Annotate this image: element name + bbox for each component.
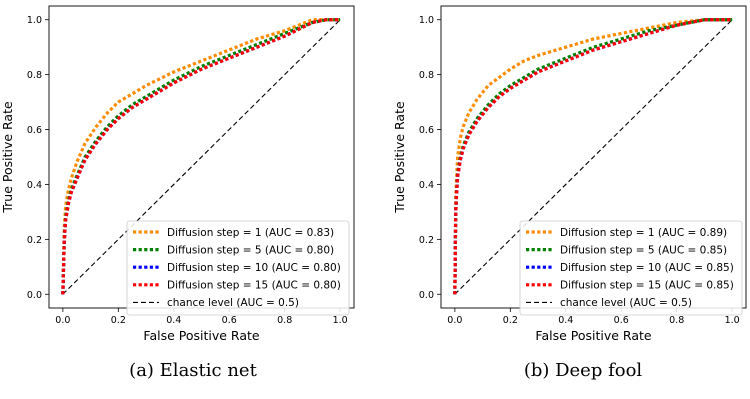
legend-entry: Diffusion step = 15 (AUC = 0.80) (167, 280, 341, 292)
y-tick-label: 0.2 (27, 235, 42, 246)
series-line-diffusion-step-1-auc-0-83 (61, 18, 341, 295)
legend-entry: Diffusion step = 5 (AUC = 0.85) (560, 244, 727, 256)
legend-entry: Diffusion step = 15 (AUC = 0.85) (560, 280, 734, 292)
y-axis-label: True Positive Rate (0, 101, 15, 214)
legend-entry: Diffusion step = 1 (AUC = 0.83) (167, 227, 334, 239)
x-tick-label: 0.4 (166, 315, 181, 326)
y-tick-label: 0.8 (27, 70, 42, 81)
panel-deep-fool: 0.0 0.2 0.4 0.6 0.8 1.0 0.0 0.2 0.4 0.6 0.8 1.0 Fals… (392, 5, 747, 381)
legend-entry: chance level (AUC = 0.5) (167, 297, 299, 309)
legend: Diffusion step = 1 (AUC = 0.83) Diffusion… (126, 220, 350, 316)
y-tick-label: 1.0 (419, 15, 434, 26)
x-tick-label: 0.6 (614, 315, 629, 326)
legend-entry: Diffusion step = 10 (AUC = 0.80) (167, 262, 341, 274)
legend-frame (126, 220, 350, 316)
y-tick-label: 0.6 (419, 125, 434, 136)
legend: Diffusion step = 1 (AUC = 0.89) Diffusion… (519, 220, 743, 316)
legend-frame (519, 220, 743, 316)
y-tick-label: 0.0 (419, 290, 434, 301)
y-tick-label: 0.6 (27, 125, 42, 136)
series-line-diffusion-step-15-auc-0-80 (61, 18, 341, 295)
y-tick-label: 1.0 (27, 15, 42, 26)
y-tick-label: 0.0 (27, 290, 42, 301)
figure-caption: (b) Deep fool (524, 360, 643, 381)
x-tick-label: 1.0 (725, 315, 740, 326)
y-tick-label: 0.8 (419, 70, 434, 81)
series-line-chance-level-auc-0-5 (454, 19, 733, 295)
x-tick-label: 0.4 (558, 315, 573, 326)
x-tick-label: 0.0 (55, 315, 70, 326)
x-tick-label: 0.8 (669, 315, 684, 326)
x-axis-label: False Positive Rate (143, 328, 259, 343)
series-line-chance-level-auc-0-5 (62, 19, 341, 295)
legend-entry: chance level (AUC = 0.5) (560, 297, 692, 309)
figure-caption: (a) Elastic net (129, 360, 257, 381)
series-line-diffusion-step-15-auc-0-85 (453, 18, 733, 295)
y-tick-label: 0.4 (419, 180, 434, 191)
x-tick-label: 0.2 (111, 315, 126, 326)
legend-entry: Diffusion step = 1 (AUC = 0.89) (560, 227, 727, 239)
y-axis-label: True Positive Rate (392, 101, 407, 214)
x-tick-label: 0.2 (503, 315, 518, 326)
legend-entry: Diffusion step = 10 (AUC = 0.85) (560, 262, 734, 274)
panel-elastic-net: 0.0 0.2 0.4 0.6 0.8 1.0 0.0 0.2 0.4 0.6 0.8 1.0 Fals… (0, 5, 355, 381)
x-axis-label: False Positive Rate (535, 328, 651, 343)
legend-entry: Diffusion step = 5 (AUC = 0.80) (167, 244, 334, 256)
y-tick-label: 0.2 (419, 235, 434, 246)
plot-area (61, 18, 341, 295)
series-line-diffusion-step-5-auc-0-85 (453, 18, 733, 295)
plot-area (453, 18, 733, 295)
y-tick-label: 0.4 (27, 180, 42, 191)
x-tick-label: 1.0 (333, 315, 348, 326)
x-tick-label: 0.8 (277, 315, 292, 326)
x-tick-label: 0.6 (222, 315, 237, 326)
x-tick-label: 0.0 (447, 315, 462, 326)
